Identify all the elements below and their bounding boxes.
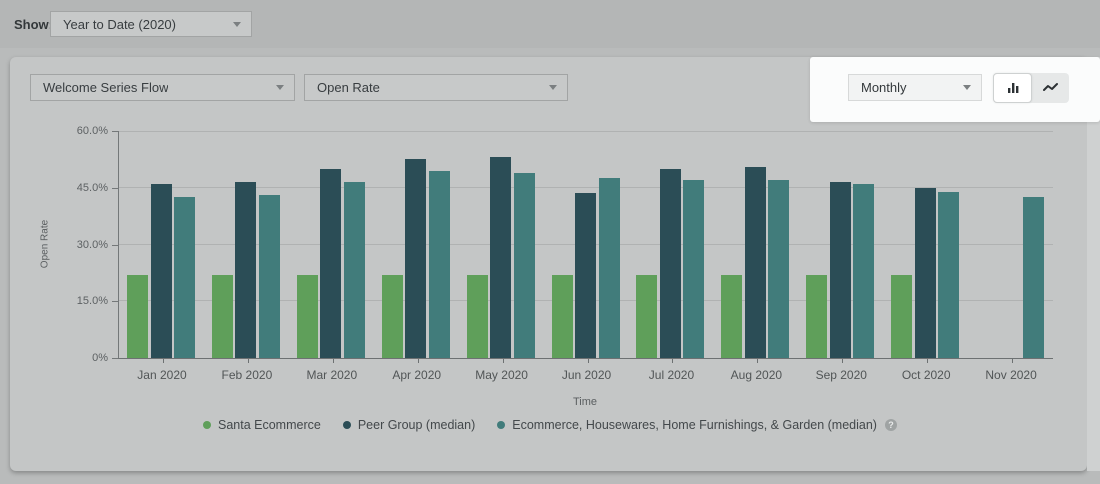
y-axis-title: Open Rate <box>40 220 51 268</box>
x-tick-label: Jun 2020 <box>545 368 629 382</box>
chart-type-toggle <box>993 73 1069 103</box>
x-tick-label: Mar 2020 <box>290 368 374 382</box>
y-tick-label: 60.0% <box>62 125 108 137</box>
interval-dropdown[interactable]: Monthly <box>848 74 982 101</box>
metric-dropdown[interactable]: Open Rate <box>304 74 568 101</box>
flow-dropdown-value: Welcome Series Flow <box>43 80 168 95</box>
legend-label: Santa Ecommerce <box>218 418 321 432</box>
bar <box>891 275 912 358</box>
bar <box>212 275 233 358</box>
bar <box>235 182 256 358</box>
x-tick-label: May 2020 <box>460 368 544 382</box>
x-tick-label: Jul 2020 <box>629 368 713 382</box>
gridline <box>119 187 1053 188</box>
bar <box>636 275 657 358</box>
bar <box>599 178 620 358</box>
legend-item[interactable]: Santa Ecommerce <box>203 418 321 432</box>
show-label: Show: <box>14 17 53 32</box>
bar <box>575 193 596 358</box>
dashboard: Show: Year to Date (2020) Welcome Series… <box>0 0 1100 484</box>
y-tick <box>112 188 118 189</box>
bar <box>514 173 535 358</box>
bar <box>768 180 789 358</box>
bar <box>174 197 195 358</box>
bar <box>429 171 450 358</box>
x-tick-label: Nov 2020 <box>969 368 1053 382</box>
bar <box>830 182 851 358</box>
bar <box>683 180 704 358</box>
bar <box>915 188 936 358</box>
x-tick <box>163 358 164 363</box>
x-tick-label: Feb 2020 <box>205 368 289 382</box>
x-tick-label: Oct 2020 <box>884 368 968 382</box>
y-tick <box>112 358 118 359</box>
bar <box>127 275 148 358</box>
y-tick <box>112 301 118 302</box>
x-tick-label: Jan 2020 <box>120 368 204 382</box>
bar-chart-toggle-button[interactable] <box>993 73 1032 103</box>
line-chart-icon <box>1043 82 1059 94</box>
x-tick-label: Aug 2020 <box>714 368 798 382</box>
x-tick <box>842 358 843 363</box>
bar <box>259 195 280 358</box>
metric-dropdown-value: Open Rate <box>317 80 380 95</box>
x-tick-label: Apr 2020 <box>375 368 459 382</box>
top-bar: Show: Year to Date (2020) <box>0 0 1100 48</box>
chart-legend: Santa Ecommerce Peer Group (median) Ecomme… <box>0 418 1100 432</box>
chevron-down-icon <box>233 22 241 27</box>
x-tick <box>588 358 589 363</box>
legend-dot-icon <box>497 421 505 429</box>
gridline <box>119 131 1053 132</box>
y-tick-label: 45.0% <box>62 182 108 194</box>
legend-item[interactable]: Ecommerce, Housewares, Home Furnishings,… <box>497 418 897 432</box>
chevron-down-icon <box>963 85 971 90</box>
bar <box>382 275 403 358</box>
bar <box>853 184 874 358</box>
bar <box>938 192 959 358</box>
x-tick <box>418 358 419 363</box>
interval-dropdown-value: Monthly <box>861 80 907 95</box>
y-tick <box>112 245 118 246</box>
date-range-dropdown[interactable]: Year to Date (2020) <box>50 11 252 37</box>
bar <box>806 275 827 358</box>
bar <box>721 275 742 358</box>
x-tick <box>248 358 249 363</box>
plot-area <box>118 131 1053 359</box>
bar <box>297 275 318 358</box>
date-range-dropdown-value: Year to Date (2020) <box>63 17 176 32</box>
bar <box>552 275 573 358</box>
x-tick-label: Sep 2020 <box>799 368 883 382</box>
bar <box>490 157 511 358</box>
bar <box>467 275 488 358</box>
legend-dot-icon <box>203 421 211 429</box>
x-axis-title: Time <box>0 396 1100 408</box>
x-tick <box>757 358 758 363</box>
flow-dropdown[interactable]: Welcome Series Flow <box>30 74 295 101</box>
x-tick <box>927 358 928 363</box>
bar <box>745 167 766 358</box>
y-tick-label: 0% <box>62 352 108 364</box>
bar <box>320 169 341 358</box>
legend-label: Peer Group (median) <box>358 418 475 432</box>
bar-chart-icon <box>1006 81 1020 95</box>
bar <box>1023 197 1044 358</box>
bar <box>151 184 172 358</box>
bar <box>660 169 681 358</box>
legend-dot-icon <box>343 421 351 429</box>
legend-item[interactable]: Peer Group (median) <box>343 418 475 432</box>
bar <box>344 182 365 358</box>
y-tick-label: 15.0% <box>62 295 108 307</box>
help-icon[interactable]: ? <box>885 419 897 431</box>
y-tick <box>112 131 118 132</box>
chevron-down-icon <box>549 85 557 90</box>
x-tick <box>672 358 673 363</box>
chevron-down-icon <box>276 85 284 90</box>
x-tick <box>333 358 334 363</box>
x-tick <box>1012 358 1013 363</box>
legend-label: Ecommerce, Housewares, Home Furnishings,… <box>512 418 877 432</box>
x-tick <box>503 358 504 363</box>
line-chart-toggle-button[interactable] <box>1032 73 1069 103</box>
bar <box>405 159 426 358</box>
y-tick-label: 30.0% <box>62 239 108 251</box>
